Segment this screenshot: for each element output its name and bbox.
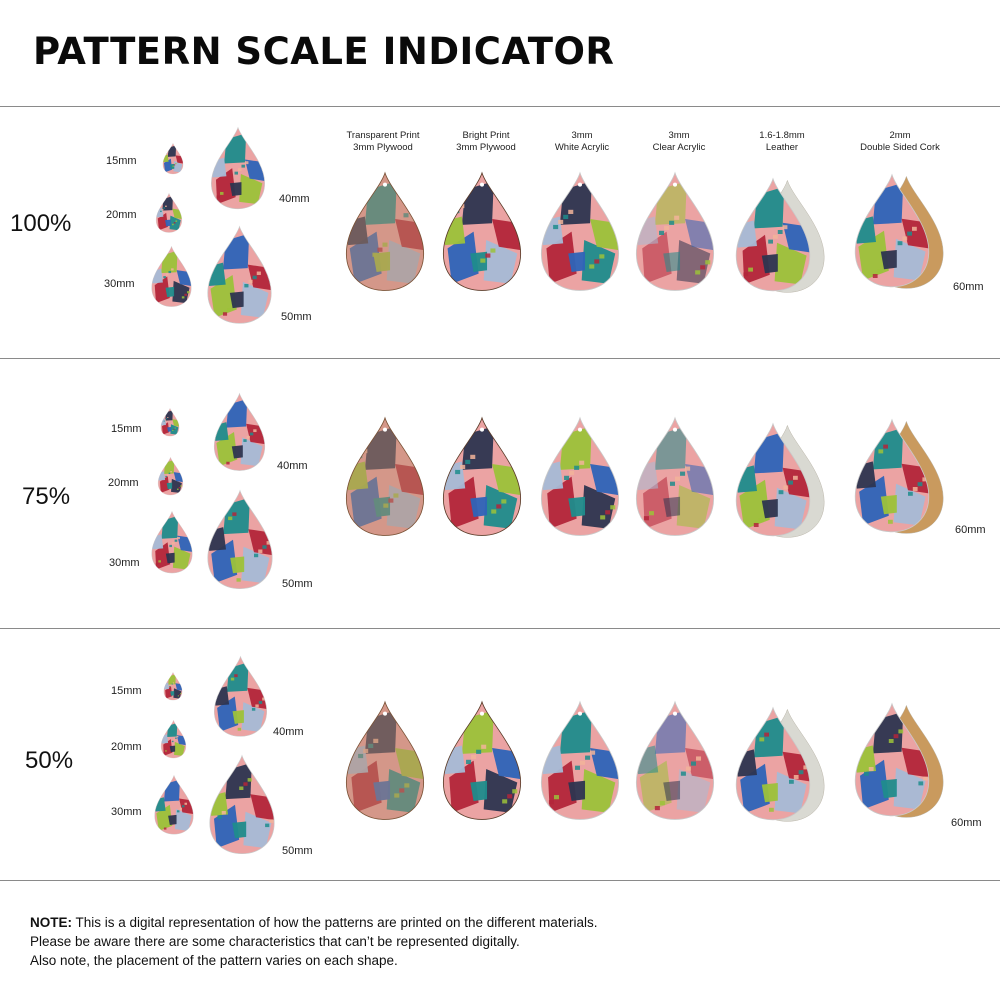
size-label-30: 30mm <box>109 557 140 569</box>
material-drop-white-acrylic <box>540 416 620 536</box>
sample-drop-40mm <box>213 392 266 471</box>
sample-drop-30mm <box>151 245 192 307</box>
size-label-40: 40mm <box>273 726 304 738</box>
size-label-60: 60mm <box>953 281 984 293</box>
material-drop-white-acrylic <box>540 700 620 820</box>
material-drop-leather <box>735 422 825 538</box>
material-drop-transparent-plywood <box>345 416 425 536</box>
material-drop-white-acrylic <box>540 171 620 291</box>
material-drop-cork <box>854 702 944 818</box>
sample-drop-50mm <box>207 489 273 590</box>
size-label-50: 50mm <box>282 578 313 590</box>
note-line-2: Please be aware there are some character… <box>30 934 520 949</box>
material-drop-transparent-plywood <box>345 700 425 820</box>
scale-label-75: 75% <box>22 483 71 510</box>
size-label-40: 40mm <box>277 460 308 472</box>
note-line-1: This is a digital representation of how … <box>75 915 598 930</box>
size-label-15: 15mm <box>111 685 142 697</box>
divider-top <box>0 106 1000 107</box>
material-header-clear-acrylic: 3mm Clear Acrylic <box>652 130 706 153</box>
sample-drop-20mm <box>160 719 187 759</box>
scale-label-100: 100% <box>10 210 72 237</box>
note-line-3: Also note, the placement of the pattern … <box>30 953 398 968</box>
material-header-leather: 1.6-1.8mm Leather <box>759 130 805 153</box>
size-label-20: 20mm <box>106 209 137 221</box>
material-header-cork: 2mm Double Sided Cork <box>860 130 940 153</box>
sample-drop-15mm <box>160 407 180 437</box>
material-drop-clear-acrylic <box>635 416 715 536</box>
material-drop-bright-plywood <box>442 700 522 820</box>
size-label-60: 60mm <box>951 817 982 829</box>
material-header-white-acrylic: 3mm White Acrylic <box>554 130 610 153</box>
size-label-30: 30mm <box>104 278 135 290</box>
material-drop-clear-acrylic <box>635 700 715 820</box>
material-drop-leather <box>735 177 825 293</box>
sample-drop-20mm <box>157 456 184 496</box>
material-drop-bright-plywood <box>442 171 522 291</box>
sample-drop-50mm <box>209 754 275 855</box>
material-drop-bright-plywood <box>442 416 522 536</box>
material-header-transparent-plywood: Transparent Print 3mm Plywood <box>346 130 420 153</box>
material-drop-cork <box>854 418 944 534</box>
size-label-15: 15mm <box>111 423 142 435</box>
divider-2 <box>0 628 1000 629</box>
size-label-50: 50mm <box>281 311 312 323</box>
material-header-bright-plywood: Bright Print 3mm Plywood <box>456 130 516 153</box>
sample-drop-40mm <box>211 126 265 210</box>
size-label-15: 15mm <box>106 155 137 167</box>
size-label-60: 60mm <box>955 524 986 536</box>
page-title: PATTERN SCALE INDICATOR <box>33 30 615 73</box>
divider-1 <box>0 358 1000 359</box>
size-label-40: 40mm <box>279 193 310 205</box>
material-drop-cork <box>854 173 944 289</box>
sample-drop-50mm <box>207 225 272 324</box>
sample-drop-30mm <box>151 510 193 574</box>
sample-drop-20mm <box>155 192 183 233</box>
divider-bottom <box>0 880 1000 881</box>
note-label: NOTE: <box>30 915 72 930</box>
size-label-50: 50mm <box>282 845 313 857</box>
sample-drop-40mm <box>213 655 268 737</box>
sample-drop-15mm <box>162 142 184 175</box>
sample-drop-30mm <box>154 774 194 835</box>
material-drop-clear-acrylic <box>635 171 715 291</box>
material-drop-leather <box>735 706 825 822</box>
size-label-20: 20mm <box>111 741 142 753</box>
scale-label-50: 50% <box>25 747 74 774</box>
note-text: NOTE: This is a digital representation o… <box>30 913 598 970</box>
material-drop-transparent-plywood <box>345 171 425 291</box>
size-label-30: 30mm <box>111 806 142 818</box>
sample-drop-15mm <box>163 671 183 701</box>
size-label-20: 20mm <box>108 477 139 489</box>
